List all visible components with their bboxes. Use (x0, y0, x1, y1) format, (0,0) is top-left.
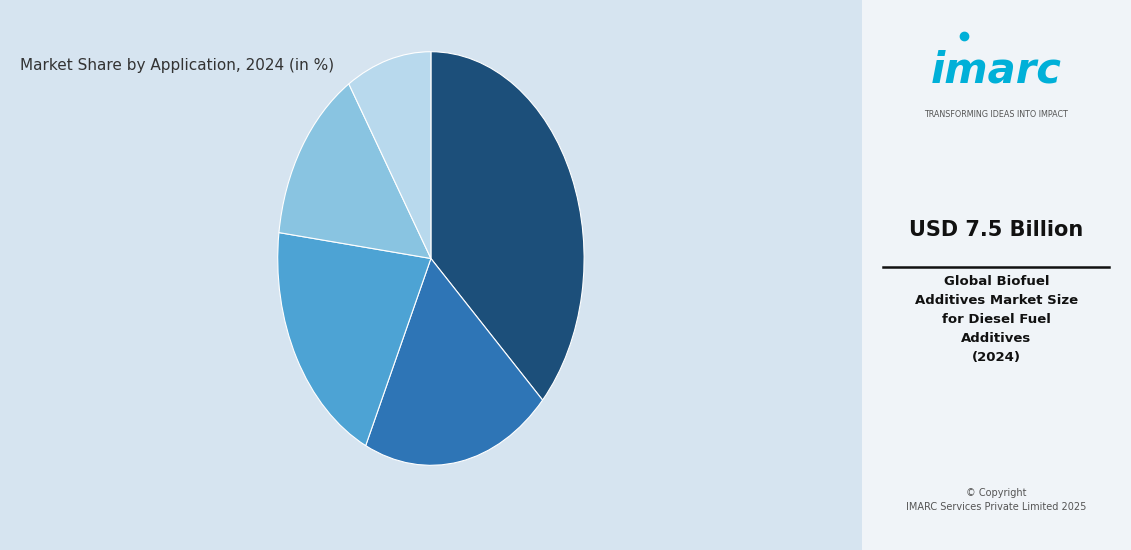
Wedge shape (365, 258, 543, 465)
Text: Global Biofuel
Additives Market Size
for Diesel Fuel
Additives
(2024): Global Biofuel Additives Market Size for… (915, 275, 1078, 364)
Text: © Copyright
IMARC Services Private Limited 2025: © Copyright IMARC Services Private Limit… (906, 488, 1087, 512)
Text: Market Share by Application, 2024 (in %): Market Share by Application, 2024 (in %) (20, 58, 335, 73)
Wedge shape (279, 84, 431, 258)
FancyBboxPatch shape (862, 0, 1131, 550)
Wedge shape (278, 233, 431, 446)
Text: USD 7.5 Billion: USD 7.5 Billion (909, 220, 1083, 240)
Text: imarc: imarc (931, 50, 1062, 91)
Text: TRANSFORMING IDEAS INTO IMPACT: TRANSFORMING IDEAS INTO IMPACT (924, 110, 1069, 119)
Wedge shape (348, 52, 431, 258)
Wedge shape (431, 52, 584, 400)
